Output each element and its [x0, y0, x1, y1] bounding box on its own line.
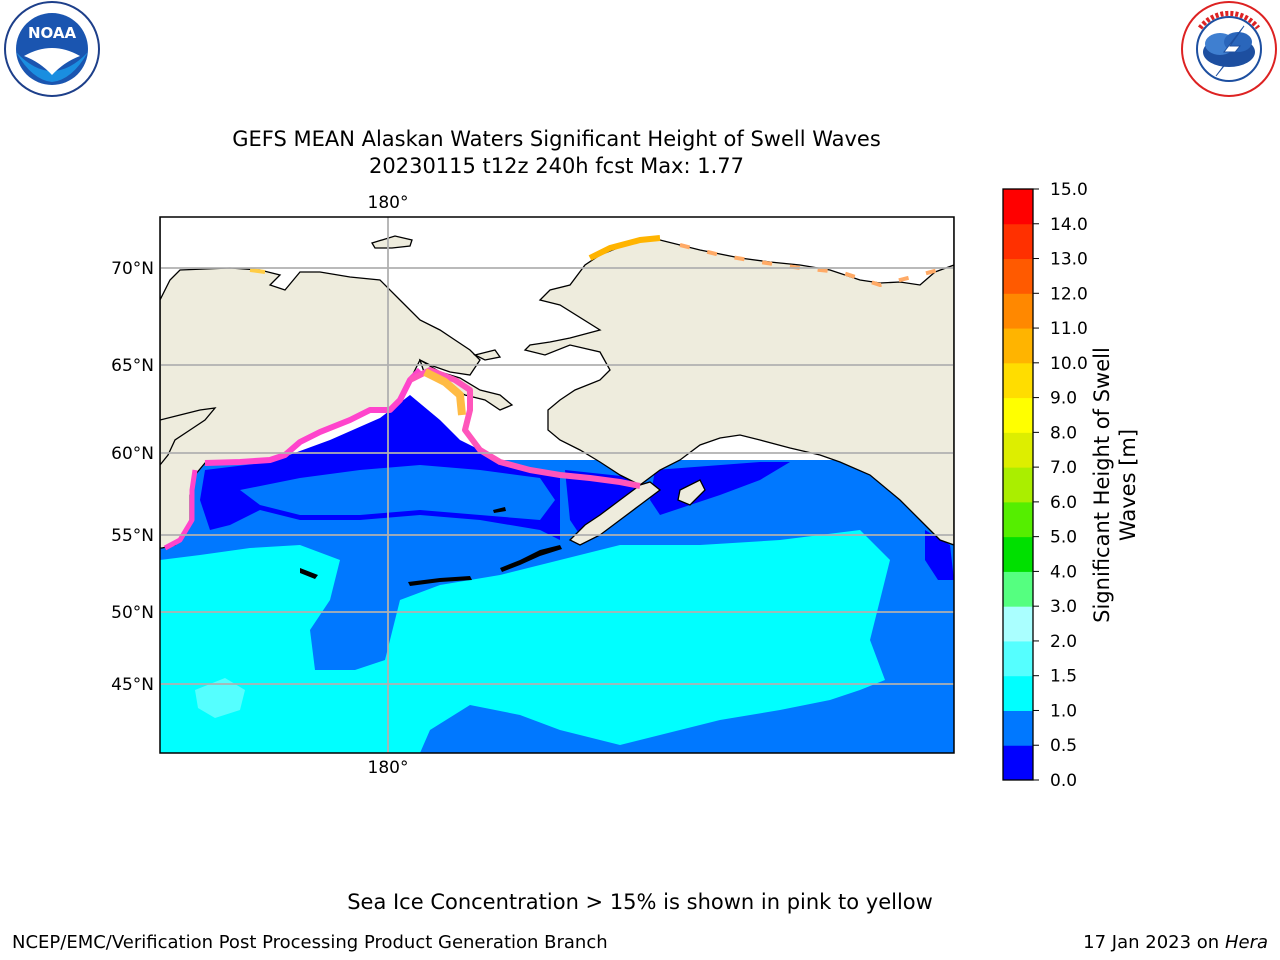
- colorbar-tick-label: 0.0: [1050, 771, 1077, 791]
- colorbar-segment: [1003, 501, 1033, 538]
- chart-subtitle: 20230115 t12z 240h fcst Max: 1.77: [369, 154, 744, 178]
- lat-label-50: 50°N: [111, 603, 154, 623]
- colorbar-segment: [1003, 397, 1033, 433]
- colorbar-tick-label: 1.5: [1050, 667, 1077, 687]
- swell-darkblue-bristol: [565, 470, 640, 535]
- colorbar-segment: [1003, 258, 1033, 294]
- lat-label-70: 70°N: [111, 259, 154, 279]
- colorbar-tick-label: 15.0: [1050, 180, 1088, 200]
- colorbar-frame: [1002, 188, 1034, 781]
- colorbar-tick-label: 0.5: [1050, 736, 1077, 756]
- host-name: Hera: [1224, 932, 1268, 953]
- colorbar-segment: [1003, 571, 1033, 607]
- colorbar-tick-label: 8.0: [1050, 423, 1077, 443]
- colorbar-segment: [1003, 432, 1033, 468]
- colorbar-tick-label: 9.0: [1050, 389, 1077, 409]
- swell-blue-inner: [240, 465, 555, 520]
- colorbar-segment: [1003, 467, 1033, 503]
- map-frame: [159, 216, 955, 754]
- colorbar-tick-label: 2.0: [1050, 632, 1077, 652]
- sea-ice-note: Sea Ice Concentration > 15% is shown in …: [347, 890, 933, 914]
- land-alaska-peninsula: [568, 481, 662, 546]
- colorbar-tick-label: 3.0: [1050, 597, 1077, 617]
- nws-logo: [1180, 0, 1278, 98]
- swell-lightcyan-patch: [195, 678, 245, 718]
- colorbar-tick-label: 7.0: [1050, 458, 1077, 478]
- run-date: 17 Jan 2023 on: [1083, 932, 1225, 953]
- colorbar-segment: [1003, 745, 1033, 781]
- colorbar-segment: [1003, 536, 1033, 572]
- graticule: [160, 217, 954, 753]
- land-wrangel: [371, 235, 413, 249]
- colorbar-tick-label: 12.0: [1050, 284, 1088, 304]
- lat-label-60: 60°N: [111, 444, 154, 464]
- colorbar-tick-label: 1.0: [1050, 701, 1077, 721]
- colorbar-segment: [1003, 675, 1033, 711]
- colorbar-tick-label: 6.0: [1050, 493, 1077, 513]
- land-kamchatka-coast: [160, 407, 217, 467]
- land-alaska: [523, 217, 954, 546]
- chart-title: GEFS MEAN Alaskan Waters Significant Hei…: [232, 127, 881, 151]
- colorbar-tick-label: 4.0: [1050, 562, 1077, 582]
- colorbar-tick-label: 5.0: [1050, 528, 1077, 548]
- sea-ice-band: [163, 235, 946, 551]
- land: [160, 217, 954, 549]
- colorbar-title: Significant Height of Swell Waves [m]: [1090, 347, 1140, 623]
- colorbar-segment: [1003, 189, 1033, 225]
- colorbar-segment: [1003, 328, 1033, 364]
- colorbar-tick-label: 11.0: [1050, 319, 1088, 339]
- lat-label-65: 65°N: [111, 356, 154, 376]
- map-plot-area: [160, 217, 954, 753]
- colorbar-segment: [1003, 606, 1033, 642]
- lon-label-bottom: 180°: [368, 758, 409, 778]
- colorbar-tick-label: 13.0: [1050, 250, 1088, 270]
- branch-credit: NCEP/EMC/Verification Post Processing Pr…: [12, 932, 608, 953]
- swell-cyan-region: [160, 530, 890, 753]
- colorbar-tick-label: 10.0: [1050, 354, 1088, 374]
- swell-darkblue-se: [925, 530, 954, 580]
- colorbar-segment: [1003, 293, 1033, 329]
- date-host-credit: 17 Jan 2023 on Hera: [1083, 932, 1268, 953]
- noaa-logo: NOAA: [2, 0, 102, 98]
- lat-label-45: 45°N: [111, 675, 154, 695]
- lat-label-55: 55°N: [111, 526, 154, 546]
- colorbar-tick-label: 14.0: [1050, 215, 1088, 235]
- colorbar-segment: [1003, 710, 1033, 746]
- colorbar: 0.0 0.5 1.0 1.5 2.0 3.0 4.0 5.0 6.0 7.0 8.0 9.0 10.0…: [1002, 180, 1088, 791]
- noaa-logo-text: NOAA: [28, 24, 77, 42]
- land-st-lawrence: [473, 349, 502, 361]
- lon-label-top: 180°: [368, 193, 409, 213]
- colorbar-segment: [1003, 640, 1033, 677]
- colorbar-segment: [1003, 362, 1033, 399]
- colorbar-segment: [1003, 223, 1033, 260]
- land-kodiak: [677, 479, 706, 506]
- aleutian-islands: [300, 507, 562, 586]
